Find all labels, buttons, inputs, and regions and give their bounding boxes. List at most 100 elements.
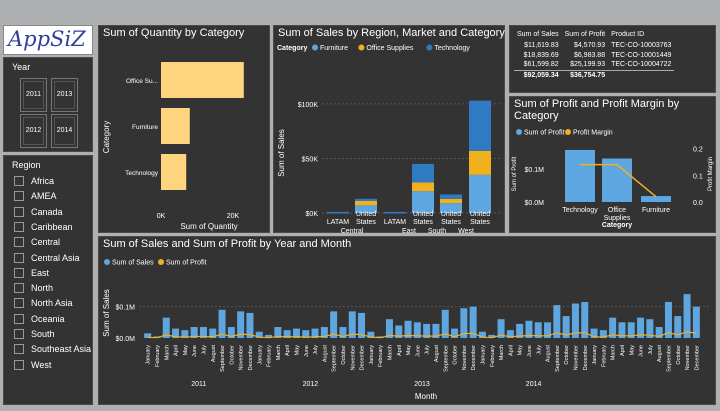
region-option-africa[interactable]: Africa <box>14 174 54 188</box>
region-filter-panel: Region Africa AMEA Canada Caribbean Central C… <box>3 155 93 405</box>
legend-title: Category <box>277 45 307 52</box>
checkbox[interactable] <box>14 252 24 263</box>
region-option-east[interactable]: East <box>14 266 49 280</box>
market-tick-label: States <box>413 219 433 226</box>
month-tick-label: September <box>555 345 561 372</box>
region-option-north[interactable]: North <box>14 281 53 295</box>
market-tick-label: LATAM <box>384 219 406 226</box>
stacked-bar-segment <box>327 211 349 213</box>
region-option-central[interactable]: Central <box>14 235 60 249</box>
region-label: Oceania <box>31 313 65 324</box>
year-2012-button[interactable]: 2012 <box>20 114 47 148</box>
year-2014-button[interactable]: 2014 <box>51 114 78 148</box>
checkbox[interactable] <box>14 191 24 202</box>
checkbox[interactable] <box>14 313 24 324</box>
year-tick-label: 2012 <box>303 381 319 388</box>
table-cell: TEC-CO-10003763 <box>611 41 672 49</box>
checkbox[interactable] <box>14 359 24 370</box>
month-tick-label: January <box>592 345 598 365</box>
month-tick-label: June <box>304 345 310 357</box>
table-cell: TEC-CO-10004722 <box>611 61 672 69</box>
y-axis-title: Sum of Sales <box>102 289 111 337</box>
checkbox[interactable] <box>14 176 24 186</box>
col-header-sales[interactable]: Sum of Sales <box>517 30 559 38</box>
checkbox[interactable] <box>14 329 24 339</box>
legend-marker <box>516 129 522 135</box>
sales-bar <box>413 322 421 338</box>
sales-bar <box>246 312 254 338</box>
month-tick-label: February <box>601 345 607 367</box>
month-tick-label: November <box>239 345 245 371</box>
sales-bar <box>516 323 524 338</box>
month-tick-label: February <box>378 345 384 367</box>
market-tick-label: States <box>356 219 376 226</box>
table-row[interactable]: $11,619.83 $4,570.93 TEC-CO-10003763 <box>514 40 674 50</box>
month-tick-label: June <box>527 345 533 357</box>
legend-marker <box>104 259 110 265</box>
legend-marker <box>426 44 433 51</box>
legend-label: Sum of Sales <box>112 260 154 267</box>
col-header-profit[interactable]: Sum of Profit <box>564 30 606 38</box>
region-option-west[interactable]: West <box>14 358 51 372</box>
sales-bar <box>227 327 235 338</box>
month-tick-label: October <box>341 345 347 365</box>
region-option-oceania[interactable]: Oceania <box>14 312 65 326</box>
checkbox[interactable] <box>14 267 24 278</box>
y2-tick-label: 0.1 <box>693 173 703 180</box>
checkbox[interactable] <box>14 283 24 294</box>
year-2011-button[interactable]: 2011 <box>20 78 47 112</box>
sales-bar <box>283 330 291 338</box>
legend-label: Sum of Profit <box>524 130 565 137</box>
region-option-caribbean[interactable]: Caribbean <box>14 220 73 234</box>
month-tick-label: June <box>415 345 421 357</box>
market-tick-label: United <box>441 211 461 218</box>
region-option-central-asia[interactable]: Central Asia <box>14 251 80 265</box>
y-tick-label: $50K <box>302 156 319 163</box>
sales-bar <box>190 327 198 338</box>
checkbox[interactable] <box>14 206 24 217</box>
checkbox[interactable] <box>14 344 24 355</box>
region-option-south[interactable]: South <box>14 327 55 341</box>
month-tick-label: January <box>480 345 486 365</box>
checkbox[interactable] <box>14 221 24 232</box>
table-cell: $25,199.93 <box>570 61 606 69</box>
month-tick-label: August <box>434 345 440 363</box>
table-cell: $4,570.93 <box>573 41 606 49</box>
table-row[interactable]: $61,599.82 $25,199.93 TEC-CO-10004722 <box>514 60 674 70</box>
checkbox[interactable] <box>14 237 24 248</box>
table-row[interactable]: $18,839.69 $6,983.88 TEC-CO-10001449 <box>514 50 674 60</box>
sales-bar <box>488 334 496 338</box>
month-tick-label: August <box>211 345 217 363</box>
sales-bar <box>144 333 152 338</box>
y-tick-label: $0.0M <box>525 200 545 207</box>
total-profit: $36,754.75 <box>570 71 606 79</box>
category-tick-label: Office <box>608 207 626 214</box>
region-option-amea[interactable]: AMEA <box>14 189 57 203</box>
table-cell: TEC-CO-10001449 <box>611 51 672 59</box>
checkbox[interactable] <box>14 298 24 309</box>
region-option-north-asia[interactable]: North Asia <box>14 296 73 310</box>
stacked-bar-segment <box>355 198 377 201</box>
quantity-chart-panel: Sum of Quantity by Category Office Su...… <box>98 25 270 233</box>
month-tick-label: December <box>583 345 589 371</box>
sales-bar <box>469 306 477 338</box>
month-tick-label: March <box>387 345 393 360</box>
region-option-southeast-asia[interactable]: Southeast Asia <box>14 342 91 356</box>
sales-bar <box>581 301 589 338</box>
region-label: South <box>31 329 55 339</box>
legend-marker <box>158 259 164 265</box>
sales-bar <box>544 322 552 338</box>
month-tick-label: April <box>285 345 291 356</box>
stacked-bar-segment <box>355 201 377 206</box>
region-label: Central Asia <box>31 252 80 263</box>
market-tick-label: United <box>356 211 376 218</box>
col-header-product[interactable]: Product ID <box>611 30 645 38</box>
sales-bar <box>311 328 319 338</box>
table-cell: $11,619.83 <box>524 41 559 49</box>
month-tick-label: October <box>564 345 570 365</box>
sales-bar <box>609 317 617 338</box>
region-option-canada[interactable]: Canada <box>14 205 63 219</box>
year-2013-button[interactable]: 2013 <box>51 78 78 112</box>
legend-marker <box>565 129 571 135</box>
quantity-bar <box>161 62 244 98</box>
